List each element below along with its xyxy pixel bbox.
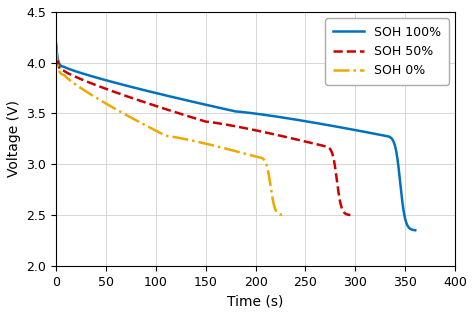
SOH 0% bbox=[281, 213, 286, 217]
SOH 0% bbox=[255, 155, 260, 159]
SOH 50% bbox=[347, 213, 353, 217]
SOH 0% bbox=[55, 65, 61, 68]
SOH 100% bbox=[172, 96, 178, 100]
Line: SOH 100%: SOH 100% bbox=[56, 43, 415, 230]
SOH 0% bbox=[219, 146, 224, 149]
SOH 100% bbox=[383, 134, 388, 138]
SOH 100% bbox=[53, 42, 59, 45]
SOH 100% bbox=[412, 228, 418, 232]
SOH 50% bbox=[187, 115, 193, 119]
Line: SOH 50%: SOH 50% bbox=[56, 47, 350, 215]
X-axis label: Time (s): Time (s) bbox=[228, 294, 284, 308]
Y-axis label: Voltage (V): Voltage (V) bbox=[7, 100, 21, 177]
SOH 0% bbox=[53, 43, 59, 46]
Legend: SOH 100%, SOH 50%, SOH 0%: SOH 100%, SOH 50%, SOH 0% bbox=[326, 18, 449, 85]
SOH 50% bbox=[153, 104, 158, 108]
SOH 0% bbox=[127, 115, 133, 119]
SOH 50% bbox=[320, 144, 326, 148]
SOH 100% bbox=[323, 123, 329, 127]
SOH 100% bbox=[55, 59, 61, 62]
SOH 50% bbox=[53, 45, 59, 49]
SOH 0% bbox=[152, 128, 157, 132]
SOH 50% bbox=[274, 133, 280, 137]
SOH 0% bbox=[55, 66, 61, 70]
SOH 50% bbox=[55, 62, 61, 66]
SOH 100% bbox=[55, 59, 61, 63]
Line: SOH 0%: SOH 0% bbox=[56, 44, 283, 215]
SOH 100% bbox=[214, 105, 219, 109]
SOH 50% bbox=[55, 63, 61, 67]
